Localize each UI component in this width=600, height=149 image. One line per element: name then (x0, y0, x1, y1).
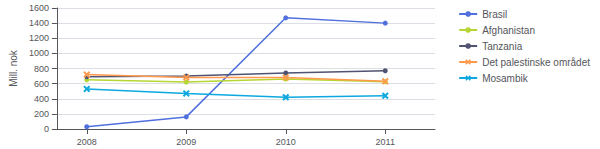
svg-text:800: 800 (34, 64, 49, 74)
svg-text:200: 200 (34, 109, 49, 119)
svg-text:Tanzania: Tanzania (482, 41, 522, 52)
svg-text:400: 400 (34, 94, 49, 104)
svg-text:2008: 2008 (77, 137, 97, 147)
svg-text:Mosambik: Mosambik (482, 73, 529, 84)
svg-text:1400: 1400 (29, 18, 49, 28)
svg-text:Afghanistan: Afghanistan (482, 25, 535, 36)
svg-text:1600: 1600 (29, 3, 49, 13)
svg-text:2009: 2009 (176, 137, 196, 147)
svg-text:1000: 1000 (29, 48, 49, 58)
svg-text:Brasil: Brasil (482, 9, 507, 20)
svg-text:0: 0 (44, 124, 49, 134)
svg-text:1200: 1200 (29, 33, 49, 43)
svg-text:600: 600 (34, 79, 49, 89)
svg-text:2010: 2010 (276, 137, 296, 147)
svg-text:Det palestinske området: Det palestinske området (482, 57, 590, 68)
svg-text:Mill. nok: Mill. nok (8, 49, 19, 87)
svg-text:2011: 2011 (376, 137, 395, 147)
